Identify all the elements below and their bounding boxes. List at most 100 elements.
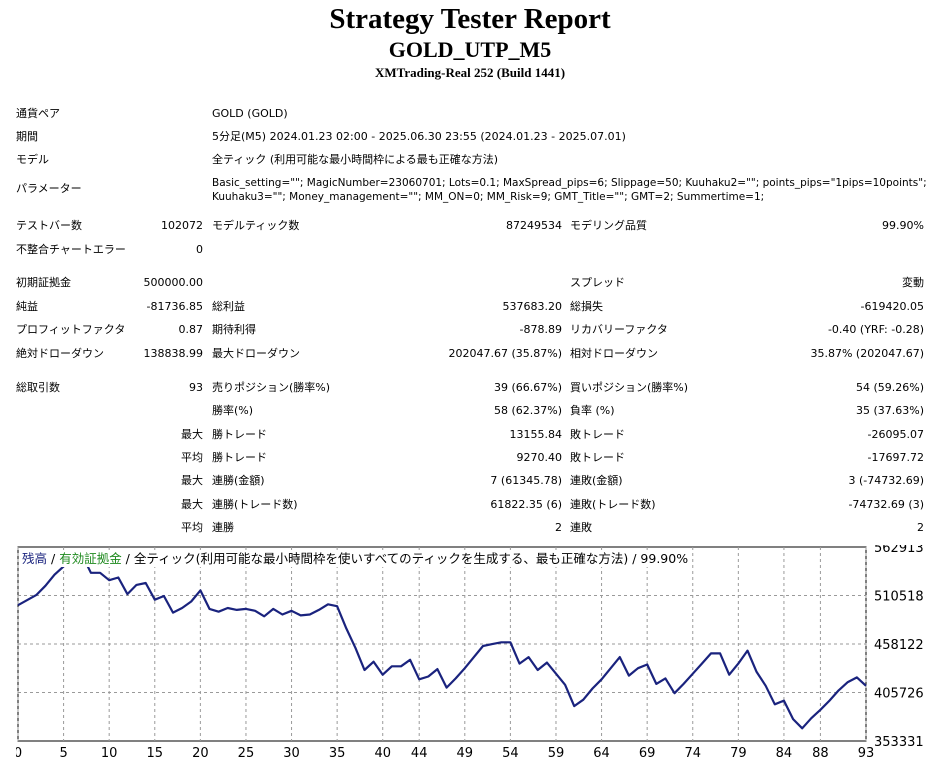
deposit-label: 初期証拠金 <box>16 276 71 289</box>
expected-payoff-label: 期待利得 <box>212 323 256 336</box>
net-profit-label: 純益 <box>16 300 38 313</box>
avg-loss-value: -17697.72 <box>867 451 924 464</box>
x-tick-label: 25 <box>238 746 255 761</box>
report-title: Strategy Tester Report <box>329 3 611 35</box>
period-label: 期間 <box>16 130 38 143</box>
avg-row-label-1: 平均 <box>181 451 203 464</box>
y-tick-label: 562913 <box>874 545 924 556</box>
legend-balance: 残高 <box>22 551 48 566</box>
loss-rate-value: 35 (37.63%) <box>855 404 924 417</box>
max-cons-wins-value: 7 (61345.78) <box>490 474 562 487</box>
max-cons-wins-label: 連勝(金額) <box>212 474 265 487</box>
params-label: パラメーター <box>16 182 82 195</box>
x-tick-label: 69 <box>639 746 656 761</box>
x-tick-label: 84 <box>776 746 793 761</box>
spread-label: スプレッド <box>570 276 625 289</box>
recovery-value: -0.40 (YRF: -0.28) <box>827 323 924 336</box>
largest-loss-value: -26095.07 <box>867 428 924 441</box>
x-tick-label: 93 <box>858 746 875 761</box>
legend-separator: / <box>121 551 134 566</box>
short-positions-label: 売りポジション(勝率%) <box>212 381 331 394</box>
quality-value: 99.90% <box>882 219 924 232</box>
plot-area <box>17 546 867 742</box>
balance-line <box>17 553 867 730</box>
long-positions-label: 買いポジション(勝率%) <box>570 381 689 394</box>
gross-loss-label: 総損失 <box>570 300 603 313</box>
avg-cons-wins-label: 連勝 <box>212 521 234 534</box>
x-tick-label: 79 <box>730 746 747 761</box>
x-tick-label: 0 <box>16 746 22 761</box>
avg-cons-losses-label: 連敗 <box>570 521 592 534</box>
legend-separator: / <box>47 551 60 566</box>
bars-value: 102072 <box>161 219 203 232</box>
largest-win-label: 勝トレード <box>212 428 267 441</box>
expected-payoff-value: -878.89 <box>519 323 562 336</box>
model-label: モデル <box>16 153 49 166</box>
recovery-label: リカバリーファクタ <box>570 323 668 336</box>
ticks-value: 87249534 <box>506 219 562 232</box>
gross-profit-value: 537683.20 <box>502 300 563 313</box>
symbol-label: 通貨ペア <box>16 107 60 120</box>
report-source: XMTrading-Real 252 (Build 1441) <box>374 65 566 80</box>
max-cons-loss-label: 連敗(トレード数) <box>570 498 656 511</box>
rel-drawdown-label: 相対ドローダウン <box>570 347 658 360</box>
avg-win-value: 9270.40 <box>516 451 563 464</box>
gross-loss-value: -619420.05 <box>860 300 924 313</box>
loss-rate-label: 負率 (%) <box>570 404 615 417</box>
period-value: 5分足(M5) 2024.01.23 02:00 - 2025.06.30 23… <box>212 130 626 143</box>
profit-factor-value: 0.87 <box>178 323 204 336</box>
largest-win-value: 13155.84 <box>509 428 563 441</box>
rel-drawdown-value: 35.87% (202047.67) <box>810 347 924 360</box>
net-profit-value: -81736.85 <box>146 300 203 313</box>
x-tick-label: 74 <box>684 746 701 761</box>
balance-chart: 562913 510518 458122 405726 353331 0 5 10 15 20 25… <box>16 545 940 761</box>
params-line-1: Basic_setting=""; MagicNumber=23060701; … <box>212 177 927 189</box>
max-cons-losses-label: 連敗(金額) <box>570 474 623 487</box>
max-drawdown-value: 202047.67 (35.87%) <box>448 347 562 360</box>
spread-value: 変動 <box>902 276 924 289</box>
y-tick-label: 510518 <box>874 589 924 604</box>
gross-profit-label: 総利益 <box>212 300 245 313</box>
legend-equity: 有効証拠金 <box>59 551 122 566</box>
x-tick-label: 10 <box>101 746 118 761</box>
mismatch-label: 不整合チャートエラー <box>16 243 126 256</box>
x-tick-label: 40 <box>374 746 391 761</box>
balance-chart-svg: 562913 510518 458122 405726 353331 0 5 10 15 20 25… <box>16 545 924 761</box>
bars-label: テストバー数 <box>16 219 82 232</box>
model-value: 全ティック (利用可能な最小時間枠による最も正確な方法) <box>212 153 499 166</box>
deposit-value: 500000.00 <box>143 276 204 289</box>
x-tick-label: 64 <box>593 746 610 761</box>
avg-win-label: 勝トレード <box>212 451 267 464</box>
params-line-2: Kuuhaku3=""; Money_management=""; MM_ON=… <box>212 191 765 203</box>
long-positions-value: 54 (59.26%) <box>855 381 924 394</box>
max-row-label-2: 最大 <box>181 474 203 487</box>
x-tick-label: 88 <box>812 746 829 761</box>
x-tick-label: 15 <box>147 746 164 761</box>
ticks-label: モデルティック数 <box>212 219 300 232</box>
max-row-label-1: 最大 <box>181 428 203 441</box>
y-tick-label: 458122 <box>874 638 924 653</box>
total-trades-value: 93 <box>189 381 203 394</box>
y-tick-label: 353331 <box>874 735 924 750</box>
win-rate-value: 58 (62.37%) <box>493 404 562 417</box>
avg-cons-losses-value: 2 <box>917 521 924 534</box>
y-tick-label: 405726 <box>874 687 924 702</box>
x-tick-label: 20 <box>192 746 209 761</box>
x-tick-label: 30 <box>283 746 300 761</box>
chart-legend: 残高 / 有効証拠金 / 全ティック(利用可能な最小時間枠を使いすべてのティック… <box>22 551 689 567</box>
legend-model: 全ティック(利用可能な最小時間枠を使いすべてのティックを生成する、最も正確な方法… <box>133 551 689 566</box>
max-cons-profit-value: 61822.35 (6) <box>490 498 562 511</box>
x-tick-label: 5 <box>59 746 67 761</box>
max-cons-losses-value: 3 (-74732.69) <box>848 474 924 487</box>
report-subtitle: GOLD_UTP_M5 <box>388 37 552 62</box>
max-row-label-3: 最大 <box>181 498 203 511</box>
x-tick-label: 59 <box>548 746 565 761</box>
avg-cons-wins-value: 2 <box>555 521 562 534</box>
max-cons-loss-value: -74732.69 (3) <box>848 498 924 511</box>
avg-row-label-2: 平均 <box>181 521 203 534</box>
max-cons-profit-label: 連勝(トレード数) <box>212 498 298 511</box>
quality-label: モデリング品質 <box>570 219 647 232</box>
largest-loss-label: 敗トレード <box>570 428 625 441</box>
mismatch-value: 0 <box>196 243 203 256</box>
abs-drawdown-value: 138838.99 <box>143 347 204 360</box>
